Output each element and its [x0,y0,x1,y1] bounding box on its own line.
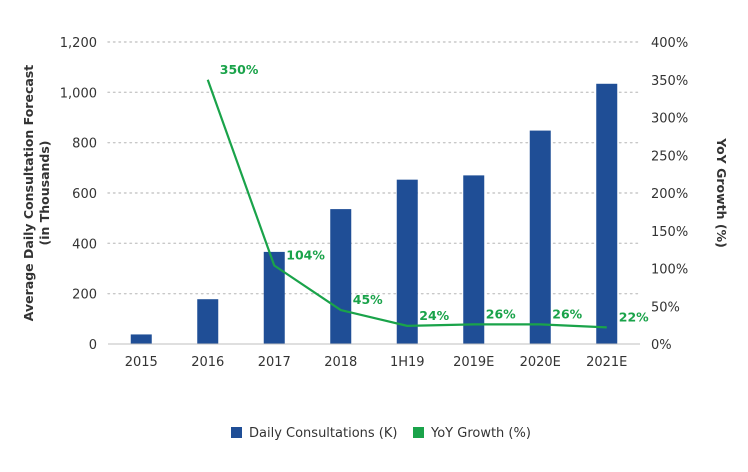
right-tick-label: 100% [651,263,688,278]
growth-data-label: 45% [353,292,383,307]
legend-swatch-line [413,427,424,438]
x-tick-label: 2016 [191,355,224,370]
legend-swatch-bar [231,427,242,438]
left-tick-label: 800 [72,137,97,152]
bar-series [130,83,618,344]
right-tick-label: 200% [651,187,688,202]
bar [596,83,618,344]
legend-label-bar: Daily Consultations (K) [249,426,397,441]
bar [330,209,352,344]
bar [263,251,285,344]
right-tick-label: 350% [651,74,688,89]
gridlines [107,41,641,295]
growth-data-label: 104% [286,247,325,262]
bar [463,175,485,344]
right-tick-label: 300% [651,112,688,127]
growth-data-label: 26% [552,306,582,321]
left-axis-title-line2: (in Thousands) [37,140,52,245]
legend: Daily Consultations (K) YoY Growth (%) [231,426,531,441]
left-tick-label: 1,000 [60,86,97,101]
left-axis-title-line1: Average Daily Consultation Forecast [21,65,36,321]
left-tick-label: 0 [89,338,97,353]
growth-data-label: 350% [220,62,259,77]
bar [396,179,418,344]
right-tick-label: 150% [651,225,688,240]
bar [529,130,551,344]
left-tick-label: 600 [72,187,97,202]
x-tick-label: 2015 [125,355,158,370]
left-tick-label: 400 [72,237,97,252]
x-tick-label: 2018 [324,355,357,370]
x-tick-label: 1H19 [390,355,425,370]
growth-data-label: 24% [419,308,449,323]
bar [197,299,219,344]
x-tick-label: 2019E [453,355,494,370]
bar [130,334,152,344]
growth-data-label: 26% [486,306,516,321]
x-tick-label: 2021E [586,355,627,370]
legend-label-line: YoY Growth (%) [430,426,531,441]
right-tick-label: 250% [651,149,688,164]
right-tick-label: 50% [651,300,680,315]
right-tick-label: 0% [651,338,672,353]
left-tick-label: 200 [72,288,97,303]
left-tick-label: 1,200 [60,36,97,51]
right-tick-label: 400% [651,36,688,51]
x-tick-label: 2017 [258,355,291,370]
line-series [206,79,607,329]
growth-data-label: 22% [619,309,649,324]
right-axis-title: YoY Growth (%) [714,137,729,248]
data-labels: 350% 104% 45% 24% 26% 26% 22% [220,62,649,325]
axes: 0 200 400 600 800 1,000 1,200 0% 50% 100% 150% 200%… [60,36,688,370]
x-tick-label: 2020E [520,355,561,370]
growth-line [206,79,607,329]
